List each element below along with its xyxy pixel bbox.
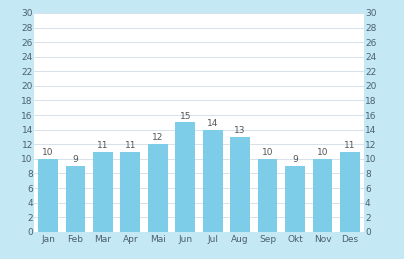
Text: 14: 14 [207, 119, 219, 128]
Bar [93, 152, 113, 232]
Text: 11: 11 [124, 141, 136, 150]
Text: 10: 10 [262, 148, 274, 157]
Bar [230, 137, 250, 232]
Bar [175, 123, 195, 232]
Bar [203, 130, 223, 232]
Text: 11: 11 [97, 141, 109, 150]
Bar [148, 144, 168, 232]
Text: 10: 10 [42, 148, 54, 157]
Bar [313, 159, 332, 232]
Text: 9: 9 [73, 155, 78, 164]
Text: 12: 12 [152, 133, 164, 142]
Bar [258, 159, 278, 232]
Text: 13: 13 [234, 126, 246, 135]
Bar [65, 166, 85, 232]
Text: 9: 9 [292, 155, 298, 164]
Text: 10: 10 [317, 148, 328, 157]
Bar [340, 152, 360, 232]
Bar [285, 166, 305, 232]
Bar [38, 159, 58, 232]
Text: 11: 11 [344, 141, 356, 150]
Text: 15: 15 [179, 112, 191, 120]
Bar [120, 152, 140, 232]
